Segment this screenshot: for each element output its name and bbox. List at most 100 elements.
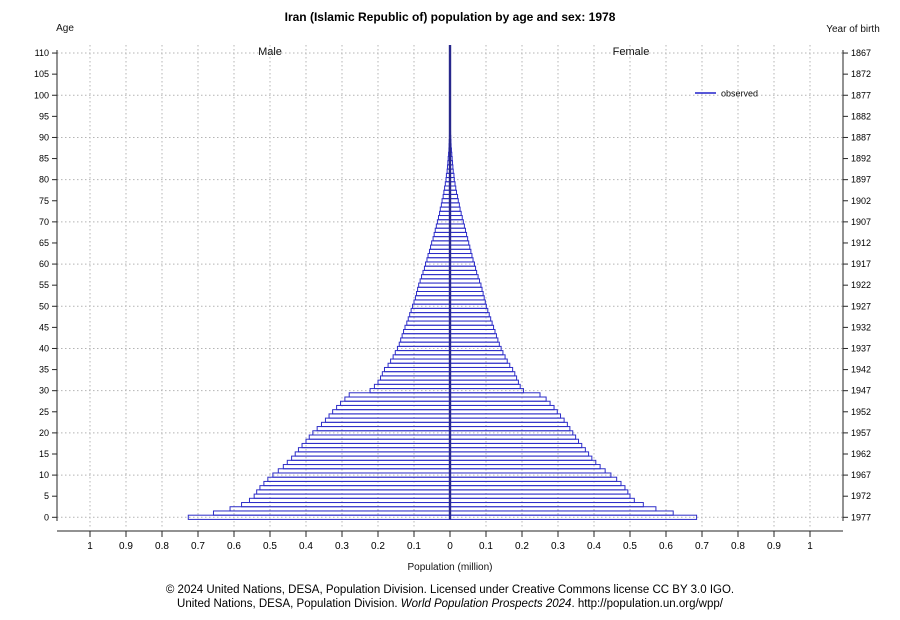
pyramid-bar-female	[449, 379, 519, 385]
pyramid-bar-male	[403, 328, 451, 335]
pyramid-bar-female	[449, 206, 461, 212]
x-tick-label: 0.5	[623, 541, 637, 552]
age-tick-label: 65	[39, 238, 49, 248]
pyramid-bar-female	[449, 485, 626, 491]
pyramid-bar-male	[344, 396, 451, 402]
pyramid-bar-female	[449, 506, 657, 512]
pyramid-bar-female	[449, 409, 558, 415]
x-tick-label: 0.8	[155, 541, 169, 552]
pyramid-bar-male	[383, 366, 451, 373]
pyramid-bar-female	[449, 480, 622, 487]
pyramid-bar-female	[449, 464, 601, 470]
year-tick-label: 1922	[851, 280, 871, 290]
pyramid-bar-female	[449, 210, 462, 217]
pyramid-bar-male	[407, 316, 451, 322]
x-tick-label: 0.5	[263, 541, 277, 552]
pyramid-bar-female	[449, 421, 568, 428]
pyramid-bar-male	[291, 455, 451, 461]
age-tick-label: 90	[39, 132, 49, 142]
pyramid-bar-male	[439, 210, 451, 217]
age-tick-label: 105	[34, 69, 49, 79]
x-tick-label: 0.9	[767, 541, 781, 552]
pyramid-bar-male	[241, 502, 451, 508]
pyramid-bar-male	[404, 324, 451, 330]
age-tick-label: 70	[39, 217, 49, 227]
pyramid-bar-male	[430, 244, 451, 250]
pyramid-bar-female	[449, 328, 496, 335]
pyramid-bar-male	[308, 434, 451, 440]
pyramid-bar-male	[282, 464, 451, 470]
x-tick-label: 0.6	[659, 541, 673, 552]
year-tick-label: 1892	[851, 154, 871, 164]
pyramid-bar-female	[449, 269, 478, 276]
pyramid-bar-female	[449, 451, 590, 457]
pyramid-bar-female	[449, 497, 635, 504]
year-tick-label: 1972	[851, 491, 871, 501]
pyramid-bar-female	[449, 493, 631, 499]
pyramid-bar-female	[449, 312, 490, 318]
pyramid-bar-female	[449, 337, 499, 343]
year-tick-label: 1872	[851, 69, 871, 79]
pyramid-bar-female	[449, 476, 618, 482]
pyramid-bar-male	[286, 459, 451, 466]
footer-line2-prefix: United Nations, DESA, Population Divisio…	[177, 598, 401, 610]
footer-line1: © 2024 United Nations, DESA, Population …	[165, 584, 735, 596]
age-tick-label: 25	[39, 407, 49, 417]
pyramid-bar-female	[449, 307, 489, 314]
pyramid-bar-male	[336, 404, 451, 411]
pyramid-bar-male	[410, 307, 451, 314]
age-tick-label: 35	[39, 365, 49, 375]
pyramid-bar-male	[328, 413, 451, 419]
pyramid-bar-male	[187, 514, 451, 520]
x-tick-label: 0.7	[191, 541, 205, 552]
pyramid-bar-female	[449, 404, 555, 411]
pyramid-bar-female	[449, 253, 473, 259]
footer-line2: United Nations, DESA, Population Divisio…	[0, 597, 900, 611]
pyramid-bar-male	[387, 362, 451, 368]
pyramid-bar-male	[401, 333, 451, 339]
pyramid-bar-male	[400, 337, 451, 343]
pyramid-bars	[187, 50, 698, 520]
x-tick-label: 0.1	[479, 541, 493, 552]
year-tick-label: 1947	[851, 386, 871, 396]
pyramid-bar-male	[392, 354, 451, 360]
pyramid-bar-female	[449, 366, 514, 373]
pyramid-bar-female	[449, 510, 674, 516]
pyramid-bar-male	[263, 480, 451, 487]
pyramid-bar-female	[449, 489, 629, 495]
year-tick-label: 1902	[851, 196, 871, 206]
female-label: Female	[613, 46, 650, 58]
pyramid-bar-female	[449, 455, 593, 461]
pyramid-bar-male	[409, 312, 451, 318]
year-tick-label: 1932	[851, 322, 871, 332]
pyramid-bar-male	[229, 506, 451, 512]
pyramid-bar-female	[449, 265, 477, 271]
pyramid-bar-female	[449, 299, 486, 305]
x-tick-label: 0.3	[335, 541, 349, 552]
pyramid-bar-male	[428, 248, 451, 255]
x-tick-label: 0	[447, 541, 453, 552]
age-tick-label: 60	[39, 259, 49, 269]
legend-label: observed	[721, 89, 758, 99]
x-tick-label: 0.7	[695, 541, 709, 552]
pyramid-bar-male	[297, 447, 451, 453]
pyramid-bar-male	[294, 451, 451, 457]
pyramid-bar-female	[449, 244, 471, 250]
pyramid-bar-male	[414, 295, 451, 301]
pyramid-bar-male	[301, 442, 451, 449]
age-tick-label: 85	[39, 154, 49, 164]
year-tick-label: 1967	[851, 470, 871, 480]
pyramid-bar-female	[449, 257, 474, 263]
pyramid-bar-male	[413, 299, 451, 305]
pyramid-bar-female	[449, 459, 597, 466]
pyramid-bar-female	[449, 426, 571, 432]
pyramid-bar-female	[449, 502, 644, 508]
pyramid-bar-female	[449, 392, 541, 398]
pyramid-bar-male	[435, 223, 451, 229]
age-tick-label: 10	[39, 470, 49, 480]
pyramid-bar-male	[426, 257, 451, 263]
pyramid-bar-female	[449, 350, 504, 356]
legend: observed	[695, 89, 758, 99]
